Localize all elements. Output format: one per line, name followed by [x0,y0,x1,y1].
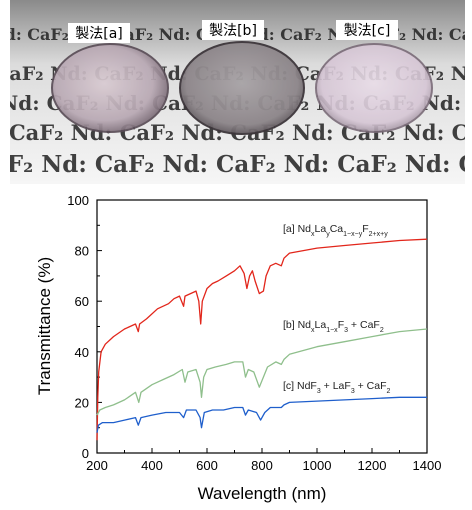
x-tick-label: 1400 [413,458,442,473]
transmittance-chart: 200 400 600 800 1000 1200 1400 0 20 40 60 80 100 [a]… [0,186,472,510]
x-tick-label: 1200 [358,458,387,473]
sample-disc-b [179,41,305,135]
label-a-bg [68,23,130,43]
series-label-c: [c] NdF3 + LaF3 + CaF2 [283,380,391,395]
y-tick-label: 100 [67,193,89,208]
series-line-c [96,396,427,433]
label-b-bg [202,20,264,40]
y-tick-label: 0 [82,446,89,461]
photo-label-b: 製法[b] [209,23,257,39]
label-c-bg [336,20,398,40]
photo-label-c: 製法[c] [344,23,391,39]
sample-photo: Nd: CaF₂ Nd: CaF₂ Nd: CaF₂ Nd: CaF₂ Nd: … [10,0,465,184]
series-line-b [96,328,428,416]
y-tick-label: 60 [75,294,89,309]
y-axis-title: Transmittance (%) [35,257,54,395]
sample-disc-a [51,43,169,133]
x-tick-label: 600 [196,458,218,473]
x-axis-title: Wavelength (nm) [198,484,327,503]
photo-label-a: 製法[a] [75,26,123,42]
sample-disc-c [315,43,433,133]
y-tick-label: 20 [75,395,89,410]
x-tick-label: 1000 [303,458,332,473]
y-tick-label: 40 [75,345,89,360]
series-label-b: [b] NdxLa1−xF3 + CaF2 [283,319,384,334]
x-tick-label: 800 [251,458,273,473]
series-line-a [96,238,428,441]
y-tick-label: 80 [75,244,89,259]
series-label-a: [a] NdxLayCa1−x−yF2+x+y [283,223,388,238]
x-tick-label: 400 [141,458,163,473]
x-tick-label: 200 [86,458,108,473]
background-text-row: Nd: CaF₂ Nd: CaF₂ Nd: CaF₂ Nd: CaF₂ Nd: … [10,151,465,178]
